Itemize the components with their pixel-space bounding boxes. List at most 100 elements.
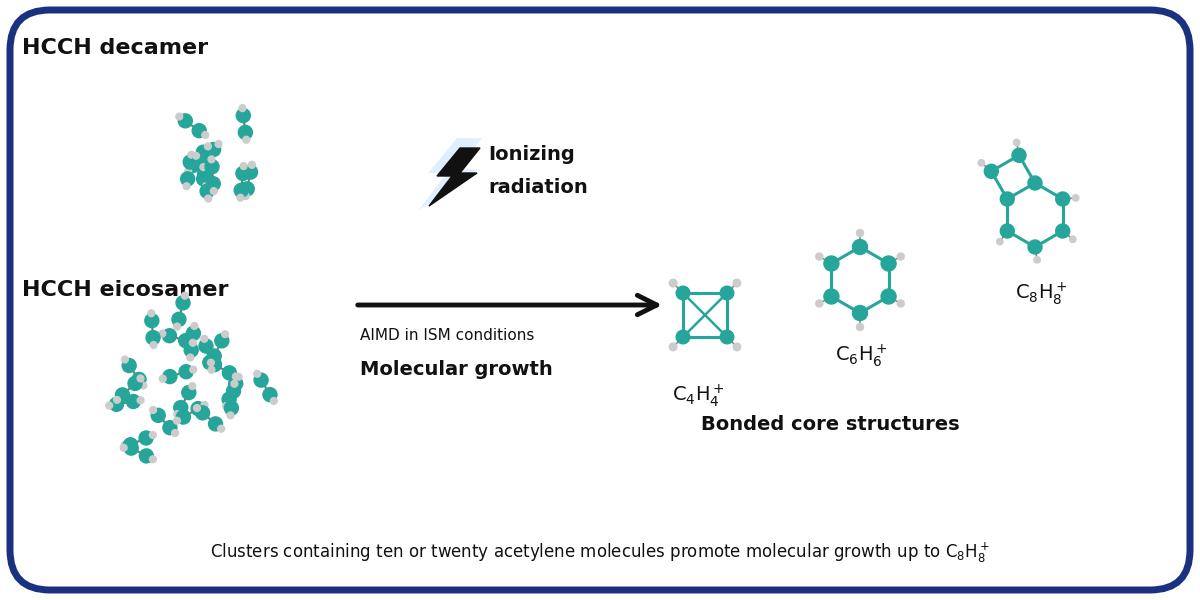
- Circle shape: [670, 280, 677, 287]
- Circle shape: [137, 375, 144, 382]
- Circle shape: [163, 370, 176, 383]
- Circle shape: [733, 280, 740, 287]
- Circle shape: [145, 314, 158, 328]
- Text: HCCH decamer: HCCH decamer: [22, 38, 208, 58]
- Circle shape: [242, 136, 250, 143]
- Circle shape: [172, 430, 179, 436]
- Circle shape: [720, 286, 734, 300]
- Circle shape: [192, 124, 206, 137]
- Circle shape: [121, 356, 128, 363]
- Circle shape: [670, 343, 677, 350]
- Circle shape: [184, 183, 190, 190]
- Circle shape: [139, 431, 154, 445]
- Polygon shape: [430, 148, 480, 206]
- Polygon shape: [418, 138, 482, 211]
- Circle shape: [984, 164, 998, 178]
- Circle shape: [997, 238, 1003, 245]
- Circle shape: [1028, 176, 1042, 190]
- Text: Bonded core structures: Bonded core structures: [701, 415, 959, 434]
- Circle shape: [238, 194, 244, 201]
- Circle shape: [857, 323, 864, 331]
- Circle shape: [215, 334, 229, 348]
- Circle shape: [151, 409, 166, 422]
- Circle shape: [215, 140, 222, 148]
- Circle shape: [720, 330, 734, 344]
- Circle shape: [191, 156, 205, 170]
- Circle shape: [181, 386, 196, 400]
- Circle shape: [126, 395, 140, 409]
- Circle shape: [200, 184, 214, 198]
- Circle shape: [223, 403, 229, 409]
- Circle shape: [179, 114, 192, 128]
- Circle shape: [109, 397, 124, 412]
- Circle shape: [202, 131, 209, 139]
- Text: radiation: radiation: [488, 178, 588, 197]
- Circle shape: [146, 331, 160, 344]
- Circle shape: [206, 176, 221, 191]
- Circle shape: [1056, 224, 1069, 238]
- Circle shape: [196, 406, 210, 420]
- Circle shape: [254, 370, 260, 377]
- Circle shape: [187, 354, 193, 361]
- Circle shape: [132, 373, 146, 386]
- Circle shape: [174, 323, 180, 330]
- Circle shape: [206, 143, 221, 157]
- Circle shape: [248, 161, 256, 168]
- Circle shape: [224, 401, 239, 415]
- Circle shape: [239, 105, 246, 112]
- Circle shape: [233, 373, 239, 380]
- Circle shape: [179, 334, 193, 347]
- Circle shape: [184, 155, 197, 169]
- Circle shape: [816, 300, 823, 307]
- Text: Ionizing: Ionizing: [488, 145, 575, 164]
- Circle shape: [234, 184, 248, 197]
- Circle shape: [230, 380, 238, 387]
- Text: $\mathregular{C_4H_4^+}$: $\mathregular{C_4H_4^+}$: [672, 382, 725, 409]
- Circle shape: [172, 313, 186, 326]
- Circle shape: [193, 152, 199, 159]
- Circle shape: [200, 164, 206, 170]
- Circle shape: [208, 359, 215, 366]
- Circle shape: [174, 401, 187, 415]
- Circle shape: [898, 300, 905, 307]
- Circle shape: [163, 421, 176, 434]
- Circle shape: [190, 340, 197, 346]
- Circle shape: [181, 172, 194, 186]
- Circle shape: [677, 330, 690, 344]
- Circle shape: [222, 331, 228, 338]
- Circle shape: [188, 383, 196, 389]
- Circle shape: [208, 367, 215, 373]
- Circle shape: [137, 397, 144, 404]
- Circle shape: [208, 358, 222, 371]
- Circle shape: [229, 377, 242, 391]
- Text: $\mathregular{C_8H_8^+}$: $\mathregular{C_8H_8^+}$: [1015, 280, 1068, 307]
- Circle shape: [200, 335, 208, 342]
- Circle shape: [208, 349, 221, 363]
- Circle shape: [140, 382, 146, 389]
- Circle shape: [222, 392, 236, 406]
- Circle shape: [978, 160, 984, 166]
- Text: Clusters containing ten or twenty acetylene molecules promote molecular growth u: Clusters containing ten or twenty acetyl…: [210, 541, 990, 565]
- Circle shape: [1001, 224, 1014, 238]
- Circle shape: [121, 442, 128, 448]
- Circle shape: [1056, 192, 1069, 206]
- Circle shape: [1069, 236, 1076, 242]
- Circle shape: [176, 410, 191, 424]
- Circle shape: [205, 195, 211, 202]
- Circle shape: [263, 388, 277, 401]
- Circle shape: [194, 164, 200, 171]
- Circle shape: [898, 253, 905, 260]
- Circle shape: [1034, 257, 1040, 263]
- Circle shape: [158, 330, 166, 337]
- Circle shape: [148, 310, 155, 317]
- Polygon shape: [430, 148, 480, 206]
- Circle shape: [176, 296, 190, 310]
- Circle shape: [188, 151, 194, 158]
- Circle shape: [816, 253, 823, 260]
- Circle shape: [191, 323, 198, 329]
- Circle shape: [174, 418, 180, 424]
- Circle shape: [824, 289, 839, 304]
- Circle shape: [881, 256, 896, 271]
- Circle shape: [197, 172, 211, 186]
- Circle shape: [179, 365, 193, 379]
